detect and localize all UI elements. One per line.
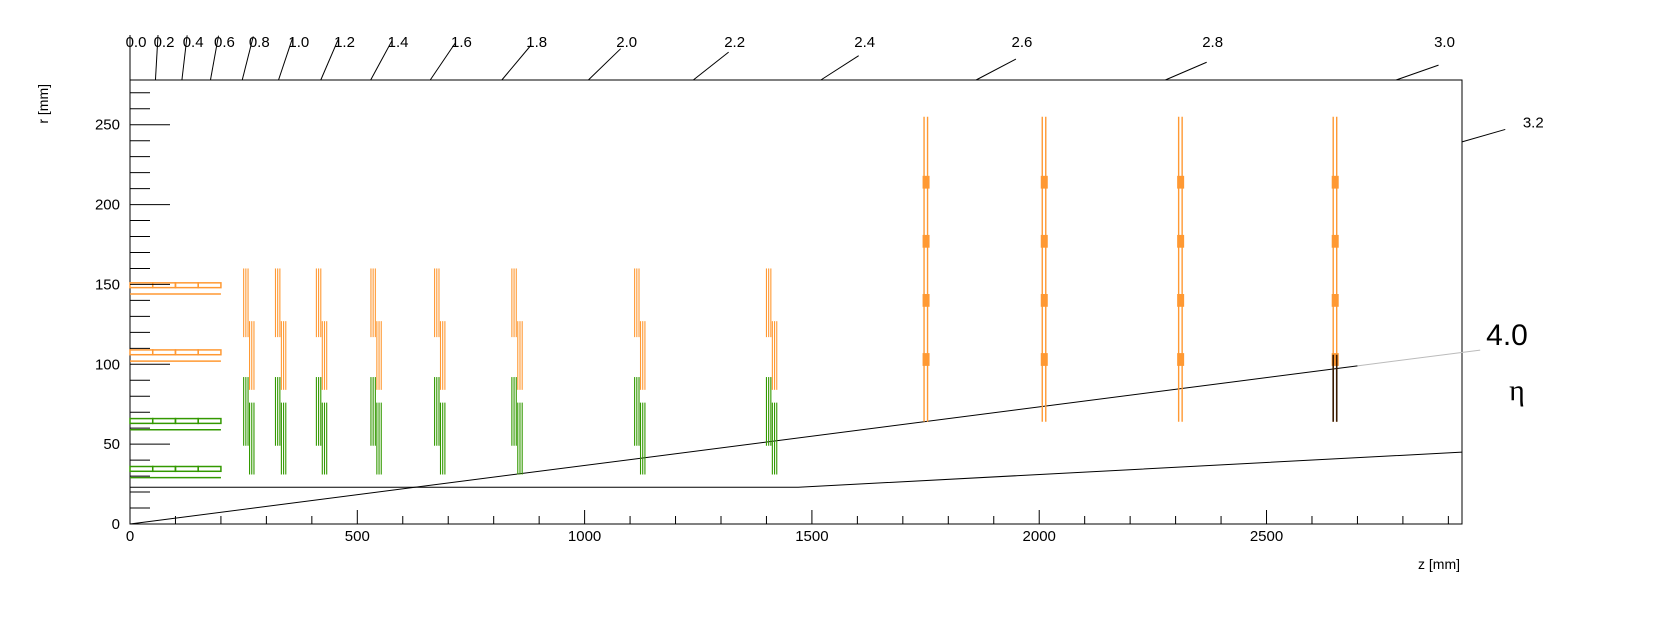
eta-tick	[692, 51, 729, 81]
forward-module	[922, 234, 930, 248]
y-axis-title: r [mm]	[35, 84, 51, 124]
eta-tick-label: 1.4	[388, 34, 409, 51]
x-tick-label: 1000	[568, 528, 601, 545]
eta-4-continuation	[1357, 349, 1481, 367]
forward-module	[1040, 175, 1048, 189]
eta-tick-label: 0.0	[126, 34, 147, 51]
x-tick-label: 2000	[1023, 528, 1056, 545]
eta-tick	[209, 35, 219, 81]
barrel-module	[174, 465, 199, 473]
barrel-layers	[129, 282, 222, 479]
plot-frame	[129, 79, 1463, 525]
y-tick-label: 0	[112, 516, 120, 533]
forward-module	[1177, 175, 1185, 189]
eta-tick	[278, 37, 294, 81]
y-tick-label: 250	[95, 117, 120, 134]
barrel-module	[129, 465, 154, 473]
y-tick-label: 150	[95, 276, 120, 293]
eta-tick-label: 0.2	[154, 34, 175, 51]
forward-module	[1177, 234, 1185, 248]
barrel-module	[197, 349, 222, 356]
x-tick-label: 0	[126, 528, 134, 545]
barrel-module	[174, 282, 199, 289]
x-axis-title: z [mm]	[1418, 556, 1460, 572]
barrel-module	[151, 349, 177, 356]
eta-4.0-line	[129, 365, 1358, 525]
eta-symbol: η	[1509, 374, 1525, 407]
barrel-module	[129, 282, 154, 289]
forward-module	[1040, 294, 1048, 307]
endcap-disks	[243, 268, 778, 475]
forward-module	[922, 294, 930, 307]
barrel-module	[174, 417, 199, 425]
barrel-module	[129, 417, 154, 425]
x-tick-label: 1500	[795, 528, 828, 545]
eta-tick	[1395, 64, 1439, 81]
forward-module	[1331, 294, 1339, 307]
eta-tick-label: 0.8	[249, 34, 270, 51]
barrel-module	[151, 465, 177, 473]
eta-tick-label: 2.6	[1012, 34, 1033, 51]
barrel-module	[151, 282, 177, 289]
eta-tick-label: 0.6	[214, 34, 235, 51]
reference-lines	[129, 349, 1481, 525]
eta-tick	[154, 35, 159, 81]
eta-tick	[820, 55, 859, 81]
barrel-module	[197, 465, 222, 473]
eta-tick-label: 3.2	[1523, 114, 1544, 131]
y-tick-label: 200	[95, 197, 120, 214]
barrel-module	[197, 417, 222, 425]
eta-tick-label: 2.0	[616, 34, 637, 51]
eta-tick-label: 1.0	[288, 34, 309, 51]
eta-tick	[429, 42, 456, 81]
eta-tick	[241, 36, 254, 81]
eta-tick	[501, 45, 532, 81]
forward-module	[922, 175, 930, 189]
eta-tick	[181, 35, 188, 81]
eta-tick	[588, 48, 622, 81]
x-tick-label: 2500	[1250, 528, 1283, 545]
forward-module	[1177, 294, 1185, 307]
eta-scale-top: 0.0 0.2 0.4 0.6 0.8 1.0 1.2 1.4 1.6 1.8 2.0 2.2 2.4 2…	[126, 34, 1544, 143]
y-tick-label: 100	[95, 356, 120, 373]
x-tick-label: 500	[345, 528, 370, 545]
eta-tick-label: 2.4	[854, 34, 875, 51]
x-axis: 0 500 1000 1500 2000 2500	[126, 510, 1449, 545]
eta-tick-label: 0.4	[183, 34, 204, 51]
forward-module	[1040, 353, 1048, 366]
barrel-module	[129, 349, 154, 356]
eta-tick	[370, 40, 393, 81]
eta-line-label: 4.0	[1486, 319, 1528, 352]
y-tick-label: 50	[103, 436, 120, 453]
eta-tick	[1165, 61, 1207, 81]
forward-disks	[922, 116, 1339, 422]
eta-tick	[975, 58, 1017, 81]
forward-module	[1331, 234, 1339, 248]
beam-pipe-line	[130, 451, 1463, 488]
eta-tick-label: 1.2	[334, 34, 355, 51]
eta-tick-label: 3.0	[1434, 34, 1455, 51]
y-axis: 0 50 100 150 200 250	[95, 92, 170, 533]
forward-module	[1177, 353, 1185, 366]
forward-module	[922, 353, 930, 366]
forward-module	[1331, 353, 1339, 366]
barrel-module	[197, 282, 222, 289]
eta-tick-label: 2.2	[724, 34, 745, 51]
forward-module	[1040, 234, 1048, 248]
barrel-module	[151, 417, 177, 425]
eta-tick-label: 1.8	[526, 34, 547, 51]
forward-module	[1331, 175, 1339, 189]
eta-tick	[320, 38, 339, 81]
eta-tick-label: 1.6	[451, 34, 472, 51]
barrel-module	[174, 349, 199, 356]
plot-frame-border	[129, 79, 1463, 525]
eta-tick	[1461, 128, 1506, 143]
eta-tick-label: 2.8	[1202, 34, 1223, 51]
